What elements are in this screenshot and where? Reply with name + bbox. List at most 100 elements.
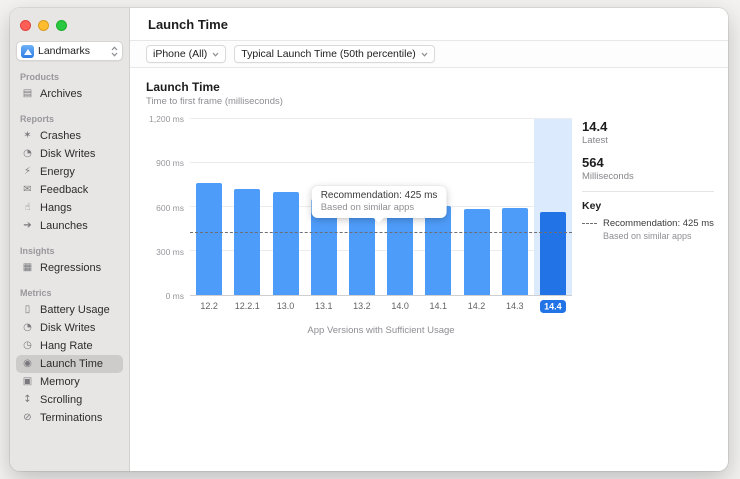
sidebar-item-archives[interactable]: ▤Archives: [16, 85, 123, 103]
app-icon: [21, 45, 34, 58]
stopwatch-icon: ◉: [21, 359, 34, 369]
sidebar-item-energy[interactable]: ⚡Energy: [16, 163, 123, 181]
x-tick-13.1[interactable]: 13.1: [305, 301, 343, 311]
bar-chart-icon: ▦: [21, 263, 34, 273]
device-filter-dropdown[interactable]: iPhone (All): [146, 45, 226, 63]
feedback-bubble-icon: ✉: [21, 185, 34, 195]
x-tick-label: 14.1: [430, 301, 448, 311]
x-tick-14.4[interactable]: 14.4: [534, 301, 572, 311]
bar-14.2[interactable]: [464, 209, 490, 295]
window-controls: [16, 18, 123, 41]
chart-subtitle: Time to first frame (milliseconds): [146, 96, 714, 107]
plot-area: Recommendation: 425 ms Based on similar …: [190, 119, 572, 296]
x-tick-label: 12.2: [200, 301, 218, 311]
sidebar-item-label: Regressions: [40, 262, 101, 274]
sidebar-section-title: Reports: [20, 114, 119, 124]
bar-12.2.1[interactable]: [234, 189, 260, 295]
sidebar-item-label: Memory: [40, 376, 80, 388]
sidebar-item-label: Scrolling: [40, 394, 82, 406]
sidebar-item-regressions[interactable]: ▦ Regressions: [16, 259, 123, 277]
x-tick-14.3[interactable]: 14.3: [496, 301, 534, 311]
bar-slot-14.4: [534, 119, 572, 295]
milliseconds-value: 564: [582, 155, 714, 170]
chevron-down-icon: [212, 52, 219, 57]
sidebar: Landmarks Products▤ArchivesReports✶Crash…: [10, 8, 130, 471]
chevron-down-icon: [421, 52, 428, 57]
sidebar-item-label: Hangs: [40, 202, 72, 214]
bar-13.0[interactable]: [273, 192, 299, 295]
sidebar-item-scrolling[interactable]: ↕Scrolling: [16, 391, 123, 409]
y-tick-label: 300 ms: [156, 247, 184, 257]
latest-version-value: 14.4: [582, 119, 714, 134]
bar-14.1[interactable]: [425, 206, 451, 295]
y-tick-label: 0 ms: [166, 291, 184, 301]
stats-panel: 14.4 Latest 564 Milliseconds Key Recomme…: [582, 119, 714, 336]
sidebar-item-crashes[interactable]: ✶Crashes: [16, 127, 123, 145]
sidebar-section-title: Insights: [20, 246, 119, 256]
y-tick-label: 900 ms: [156, 158, 184, 168]
sidebar-item-launch-time[interactable]: ◉Launch Time: [16, 355, 123, 373]
x-tick-14.2[interactable]: 14.2: [457, 301, 495, 311]
sidebar-item-battery-usage[interactable]: ▯ Battery Usage: [16, 301, 123, 319]
key-recommendation-subtext: Based on similar apps: [603, 231, 714, 241]
x-tick-12.2.1[interactable]: 12.2.1: [228, 301, 266, 311]
metric-filter-dropdown[interactable]: Typical Launch Time (50th percentile): [234, 45, 435, 63]
sidebar-item-launches[interactable]: ➔Launches: [16, 217, 123, 235]
bar-slot-14.3: [496, 119, 534, 295]
sidebar-item-label: Energy: [40, 166, 75, 178]
x-tick-label: 13.1: [315, 301, 333, 311]
x-tick-12.2[interactable]: 12.2: [190, 301, 228, 311]
launch-time-chart: 1,200 ms900 ms600 ms300 ms0 ms Recommend…: [146, 119, 572, 336]
y-tick-label: 1,200 ms: [149, 114, 184, 124]
sidebar-item-hangs[interactable]: ☝Hangs: [16, 199, 123, 217]
x-tick-label: 13.2: [353, 301, 371, 311]
x-tick-14.0[interactable]: 14.0: [381, 301, 419, 311]
tooltip-subtitle: Based on similar apps: [321, 202, 438, 213]
sidebar-item-label: Feedback: [40, 184, 88, 196]
x-tick-label: 13.0: [277, 301, 295, 311]
key-divider: [582, 191, 714, 192]
title-bar: Launch Time: [130, 8, 728, 41]
sidebar-item-label: Archives: [40, 88, 82, 100]
sidebar-item-label: Terminations: [40, 412, 102, 424]
minimize-window-button[interactable]: [38, 20, 49, 31]
bar-slot-14.2: [457, 119, 495, 295]
bar-14.4[interactable]: [540, 212, 566, 295]
bar-slot-12.2: [190, 119, 228, 295]
dashed-line-swatch: [582, 223, 597, 224]
bar-12.2[interactable]: [196, 183, 222, 295]
disk-icon: ◔: [21, 323, 34, 333]
project-selector[interactable]: Landmarks: [16, 41, 123, 61]
key-recommendation-text: Recommendation: 425 ms: [603, 218, 714, 229]
x-tick-label: 14.2: [468, 301, 486, 311]
key-title: Key: [582, 200, 714, 212]
chevron-up-down-icon: [111, 46, 118, 57]
chart-panel: Launch Time Time to first frame (millise…: [130, 68, 728, 471]
x-axis-labels: 12.2 12.2.1 13.0 13.1 13.2 14.0 14.1 14.2 14.314…: [190, 301, 572, 311]
x-tick-label: 14.0: [391, 301, 409, 311]
sidebar-item-memory[interactable]: ▣ Memory: [16, 373, 123, 391]
sidebar-item-feedback[interactable]: ✉ Feedback: [16, 181, 123, 199]
x-tick-14.1[interactable]: 14.1: [419, 301, 457, 311]
sidebar-item-label: Disk Writes: [40, 322, 95, 334]
bar-14.3[interactable]: [502, 208, 528, 295]
memory-chip-icon: ▣: [21, 377, 34, 387]
project-selector-label: Landmarks: [38, 45, 107, 57]
bar-14.0[interactable]: [387, 204, 413, 295]
sidebar-item-hang-rate[interactable]: ◷Hang Rate: [16, 337, 123, 355]
sidebar-sections: Products▤ArchivesReports✶Crashes◔Disk Wr…: [16, 72, 123, 427]
recommendation-line: [190, 232, 572, 233]
sidebar-item-label: Battery Usage: [40, 304, 110, 316]
bar-slot-13.0: [266, 119, 304, 295]
launch-arrow-icon: ➔: [21, 221, 34, 231]
x-tick-13.0[interactable]: 13.0: [266, 301, 304, 311]
x-tick-13.2[interactable]: 13.2: [343, 301, 381, 311]
filter-bar: iPhone (All) Typical Launch Time (50th p…: [130, 41, 728, 68]
sidebar-item-terminations[interactable]: ⊘Terminations: [16, 409, 123, 427]
sidebar-item-disk-writes[interactable]: ◔Disk Writes: [16, 145, 123, 163]
battery-icon: ▯: [21, 305, 34, 315]
close-window-button[interactable]: [20, 20, 31, 31]
zoom-window-button[interactable]: [56, 20, 67, 31]
recommendation-tooltip: Recommendation: 425 ms Based on similar …: [312, 186, 447, 218]
sidebar-item-disk-writes[interactable]: ◔ Disk Writes: [16, 319, 123, 337]
